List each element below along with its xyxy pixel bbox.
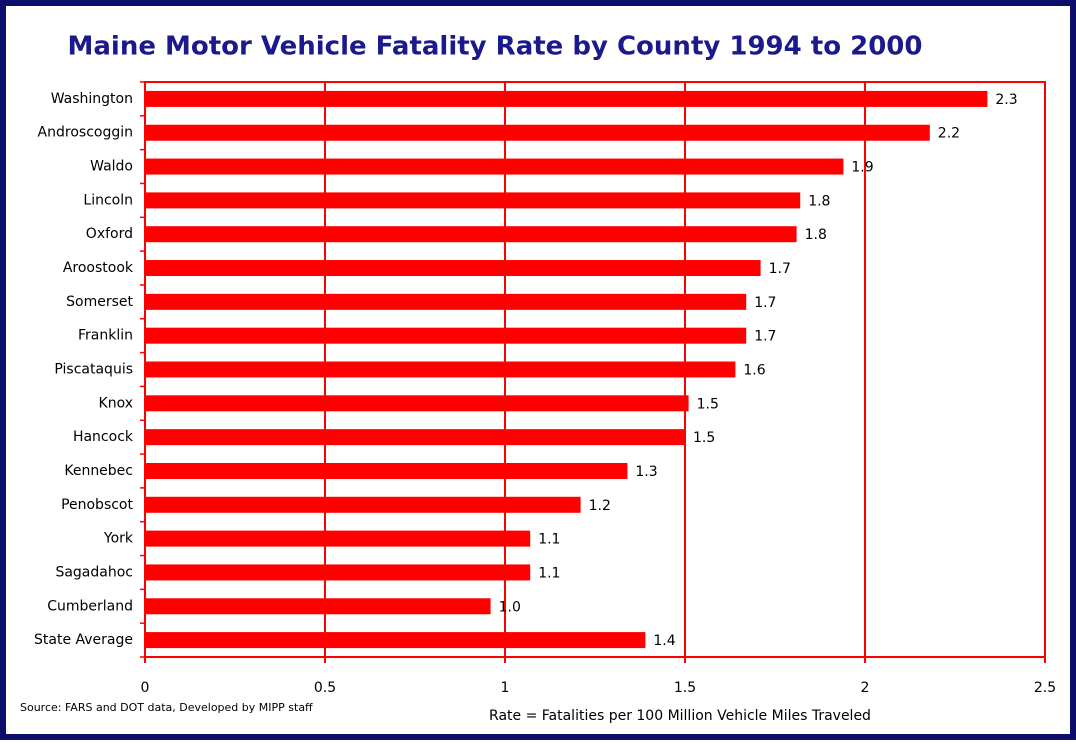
y-tick-label: Washington	[51, 91, 133, 107]
y-tick-label: Piscataquis	[54, 362, 133, 378]
x-tick-label: 1.5	[674, 680, 696, 696]
x-tick-label: 0.5	[314, 680, 336, 696]
bar	[145, 530, 531, 547]
x-axis-label: Rate = Fatalities per 100 Million Vehicl…	[489, 708, 871, 724]
value-label: 1.7	[754, 295, 776, 311]
value-label: 1.7	[769, 261, 791, 277]
bar	[145, 429, 685, 446]
value-label: 1.8	[808, 193, 830, 209]
bar	[145, 293, 747, 310]
bar	[145, 260, 761, 277]
bar	[145, 496, 581, 513]
x-tick-label: 1	[501, 680, 510, 696]
value-label: 1.4	[653, 633, 675, 649]
y-tick-label: Oxford	[86, 226, 133, 242]
y-tick-label: Sagadahoc	[55, 564, 133, 580]
value-label: 2.2	[938, 126, 960, 142]
y-tick-label: Knox	[99, 395, 133, 411]
value-label: 1.0	[499, 599, 521, 615]
y-tick-label: Penobscot	[61, 497, 133, 513]
bar	[145, 158, 844, 175]
y-tick-label: Franklin	[78, 328, 133, 344]
value-label: 1.9	[851, 160, 873, 176]
x-tick-label: 0	[141, 680, 150, 696]
y-tick-label: Waldo	[90, 159, 133, 175]
bar	[145, 462, 628, 479]
y-tick-label: Somerset	[66, 294, 133, 310]
value-label: 1.3	[635, 464, 657, 480]
value-label: 1.1	[538, 565, 560, 581]
y-tick-label: Cumberland	[47, 598, 133, 614]
value-label: 1.8	[805, 227, 827, 243]
source-note: Source: FARS and DOT data, Developed by …	[20, 701, 313, 714]
bar	[145, 598, 491, 615]
bar	[145, 564, 531, 581]
x-tick-label: 2	[861, 680, 870, 696]
bar	[145, 327, 747, 344]
value-label: 1.1	[538, 532, 560, 548]
y-tick-label: Kennebec	[64, 463, 133, 479]
y-tick-label: Lincoln	[83, 192, 133, 208]
y-tick-label: York	[103, 531, 134, 547]
y-tick-label: Hancock	[73, 429, 134, 445]
value-label: 1.5	[693, 430, 715, 446]
y-tick-label: Aroostook	[63, 260, 134, 276]
bar	[145, 361, 736, 378]
x-tick-label: 2.5	[1034, 680, 1056, 696]
value-label: 1.6	[743, 363, 765, 379]
y-tick-label: State Average	[34, 632, 133, 648]
bar	[145, 395, 689, 412]
y-tick-label: Androscoggin	[38, 125, 133, 141]
value-label: 1.5	[697, 396, 719, 412]
chart-title: Maine Motor Vehicle Fatality Rate by Cou…	[67, 32, 922, 62]
bar	[145, 226, 797, 243]
bar	[145, 192, 801, 209]
bar	[145, 90, 988, 107]
value-label: 2.3	[995, 92, 1017, 108]
value-label: 1.7	[754, 329, 776, 345]
bar	[145, 632, 646, 649]
bar	[145, 124, 930, 141]
value-label: 1.2	[589, 498, 611, 514]
